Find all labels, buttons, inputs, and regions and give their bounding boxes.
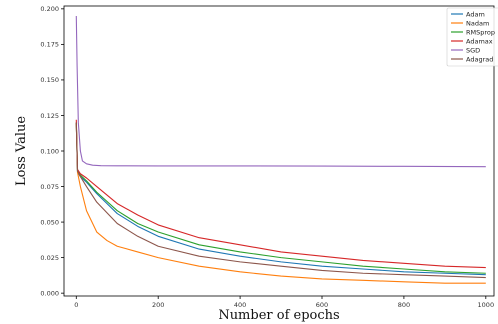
y-tick-label: 0.150 <box>40 76 59 84</box>
x-tick-label: 0 <box>74 301 78 309</box>
legend-label: Adamax <box>466 37 493 45</box>
series-layer <box>75 15 486 284</box>
series-line-adam <box>75 122 486 276</box>
x-tick-label: 600 <box>316 301 328 309</box>
y-tick-label: 0.175 <box>40 41 59 49</box>
y-tick-label: 0.025 <box>40 254 59 262</box>
x-tick-label: 800 <box>398 301 410 309</box>
series-line-adagrad <box>75 122 486 279</box>
series-line-rmsprop <box>75 122 486 274</box>
y-axis-title: Loss Value <box>14 116 29 186</box>
x-axis-title: Number of epochs <box>218 308 339 323</box>
y-tick-label: 0.050 <box>40 218 59 226</box>
axes: 0 200 400 600 800 1000 0.000 0.025 0.050 0.075 0.1… <box>40 5 495 309</box>
legend-label: Adagrad <box>466 55 493 63</box>
series-line-nadam <box>75 122 486 284</box>
x-tick-label: 1000 <box>478 301 495 309</box>
y-tick-label: 0.125 <box>40 112 59 120</box>
legend-label: Adam <box>466 10 485 18</box>
y-tick-label: 0.100 <box>40 147 59 155</box>
series-line-sgd <box>75 15 486 168</box>
x-tick-label: 200 <box>152 301 164 309</box>
legend-label: Nadam <box>466 19 489 27</box>
x-tick-label: 400 <box>234 301 246 309</box>
legend-label: SGD <box>466 46 480 54</box>
y-tick-label: 0.200 <box>40 5 59 13</box>
y-tick-label: 0.075 <box>40 183 59 191</box>
legend-label: RMSprop <box>466 28 495 36</box>
y-tick-label: 0.000 <box>40 289 59 297</box>
plot-frame <box>63 5 495 297</box>
series-line-adamax <box>75 119 486 269</box>
